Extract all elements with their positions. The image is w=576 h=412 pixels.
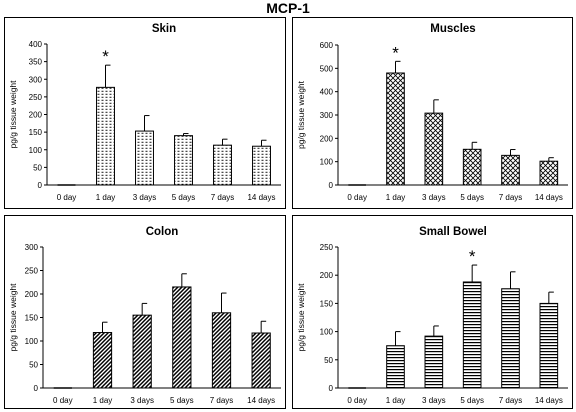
chart-svg-skin: Skin pg/g tissue weight 0 50 100 150 200 250 300… (8, 23, 281, 202)
y-tick-label: 100 (29, 146, 43, 155)
y-tick-label: 50 (33, 163, 42, 172)
x-tick-label: 7 days (211, 193, 235, 202)
y-tick-label: 300 (29, 75, 43, 84)
bar-3-days (135, 130, 154, 186)
chart-panel-muscles: Muscles pg/g tissue weight 0 100 200 300 400 50… (292, 17, 573, 209)
x-tick-label: 5 days (460, 396, 484, 405)
x-tick-label: 3 days (422, 396, 446, 405)
bar-14-days (539, 302, 559, 389)
y-tick-label: 200 (29, 111, 43, 120)
bar-7-days (213, 144, 232, 186)
y-tick-label: 250 (320, 243, 334, 252)
y-tick-label: 0 (329, 384, 334, 393)
chart-title: Colon (146, 226, 179, 238)
x-tick-label: 7 days (499, 396, 523, 405)
chart-title: Muscles (430, 23, 475, 35)
x-tick-label: 5 days (460, 193, 484, 202)
bar-5-days (172, 286, 192, 389)
bar-7-days (211, 312, 232, 389)
x-tick-label: 0 day (57, 193, 77, 202)
y-tick-label: 150 (320, 299, 334, 308)
x-tick-label: 5 days (172, 193, 196, 202)
y-tick-label: 0 (38, 181, 43, 190)
x-tick-label: 7 days (210, 396, 234, 405)
x-tick-label: 0 day (347, 396, 367, 405)
y-tick-label: 500 (320, 64, 334, 73)
bar-7-days (501, 288, 520, 389)
y-tick-label: 50 (324, 356, 333, 365)
chart-svg-muscles: Muscles pg/g tissue weight 0 100 200 300 400 50… (296, 23, 568, 202)
y-tick-label: 200 (320, 271, 334, 280)
bar-14-days (251, 332, 271, 389)
bar-3-days (132, 314, 152, 389)
y-tick-label: 350 (29, 58, 43, 67)
x-tick-label: 0 day (53, 396, 73, 405)
y-tick-label: 150 (29, 128, 43, 137)
x-tick-label: 1 day (93, 396, 113, 405)
x-tick-label: 7 days (499, 193, 523, 202)
bar-1-day (386, 345, 405, 389)
bar-14-days (539, 160, 559, 186)
bar-1-day (92, 332, 113, 389)
x-tick-label: 5 days (170, 396, 194, 405)
bar-1-day (386, 72, 405, 186)
chart-title: Skin (152, 23, 176, 35)
y-axis-label: pg/g tissue weight (296, 80, 306, 149)
bar-3-days (424, 112, 444, 186)
chart-panel-colon: Colon pg/g tissue weight 0 50 100 150 200 250 30… (4, 215, 286, 409)
bar-5-days (462, 281, 482, 389)
y-tick-label: 0 (34, 384, 39, 393)
x-tick-label: 3 days (130, 396, 154, 405)
chart-panel-skin: Skin pg/g tissue weight 0 50 100 150 200 250 300… (4, 17, 286, 209)
x-tick-label: 3 days (133, 193, 157, 202)
y-tick-label: 50 (29, 361, 38, 370)
chart-svg-small-bowel: Small Bowel pg/g tissue weight 0 50 100 150 20… (296, 226, 568, 405)
y-axis-label: pg/g tissue weight (8, 80, 18, 149)
chart-panel-small-bowel: Small Bowel pg/g tissue weight 0 50 100 150 20… (292, 215, 573, 409)
significance-marker: * (392, 43, 399, 62)
y-tick-label: 100 (25, 337, 39, 346)
y-tick-label: 250 (25, 267, 39, 276)
y-tick-label: 150 (25, 314, 39, 323)
y-tick-label: 250 (29, 93, 43, 102)
bar-14-days (252, 145, 271, 186)
x-tick-label: 14 days (535, 396, 563, 405)
y-tick-label: 300 (320, 111, 334, 120)
y-tick-label: 200 (25, 290, 39, 299)
chart-title: Small Bowel (419, 226, 487, 238)
x-tick-label: 1 day (386, 396, 406, 405)
chart-svg-colon: Colon pg/g tissue weight 0 50 100 150 200 250 30… (8, 226, 281, 405)
y-tick-label: 100 (320, 328, 334, 337)
y-tick-label: 400 (29, 40, 43, 49)
x-tick-label: 0 day (347, 193, 367, 202)
y-axis-label: pg/g tissue weight (296, 283, 306, 352)
y-tick-label: 100 (320, 158, 334, 167)
y-tick-label: 200 (320, 134, 334, 143)
x-tick-label: 3 days (422, 193, 446, 202)
y-tick-label: 0 (329, 181, 334, 190)
x-tick-label: 1 day (386, 193, 406, 202)
x-tick-label: 1 day (96, 193, 116, 202)
bar-3-days (424, 335, 444, 389)
y-axis-label: pg/g tissue weight (8, 283, 18, 352)
y-tick-label: 600 (320, 41, 334, 50)
bar-5-days (174, 135, 193, 186)
bar-5-days (462, 148, 482, 186)
x-tick-label: 14 days (247, 396, 275, 405)
y-tick-label: 300 (25, 243, 39, 252)
x-tick-label: 14 days (535, 193, 563, 202)
bar-1-day (96, 86, 115, 186)
significance-marker: * (102, 47, 109, 66)
y-tick-label: 400 (320, 88, 334, 97)
significance-marker: * (469, 247, 476, 266)
figure-title: MCP-1 (266, 0, 310, 16)
x-tick-label: 14 days (247, 193, 275, 202)
bar-7-days (501, 154, 520, 186)
